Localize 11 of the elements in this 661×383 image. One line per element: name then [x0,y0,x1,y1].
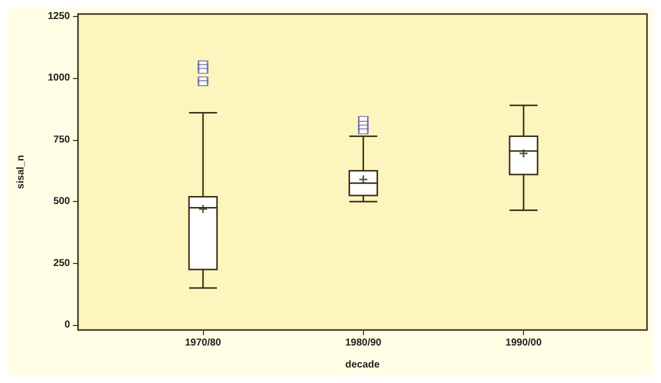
x-axis-title: decade [345,360,380,370]
y-tick-label: 750 [53,134,70,146]
x-tick-label: 1970/80 [184,338,222,348]
y-tick-label: 1000 [48,72,70,84]
y-tick-label: 500 [53,196,70,208]
x-tick-label: 1980/90 [345,338,382,348]
y-tick-label: 1250 [48,10,70,22]
y-tick-label: 0 [64,320,70,331]
y-axis-title: sisal_n [16,155,26,189]
y-tick-label: 250 [53,258,70,269]
x-tick-label: 1990/00 [506,338,542,348]
